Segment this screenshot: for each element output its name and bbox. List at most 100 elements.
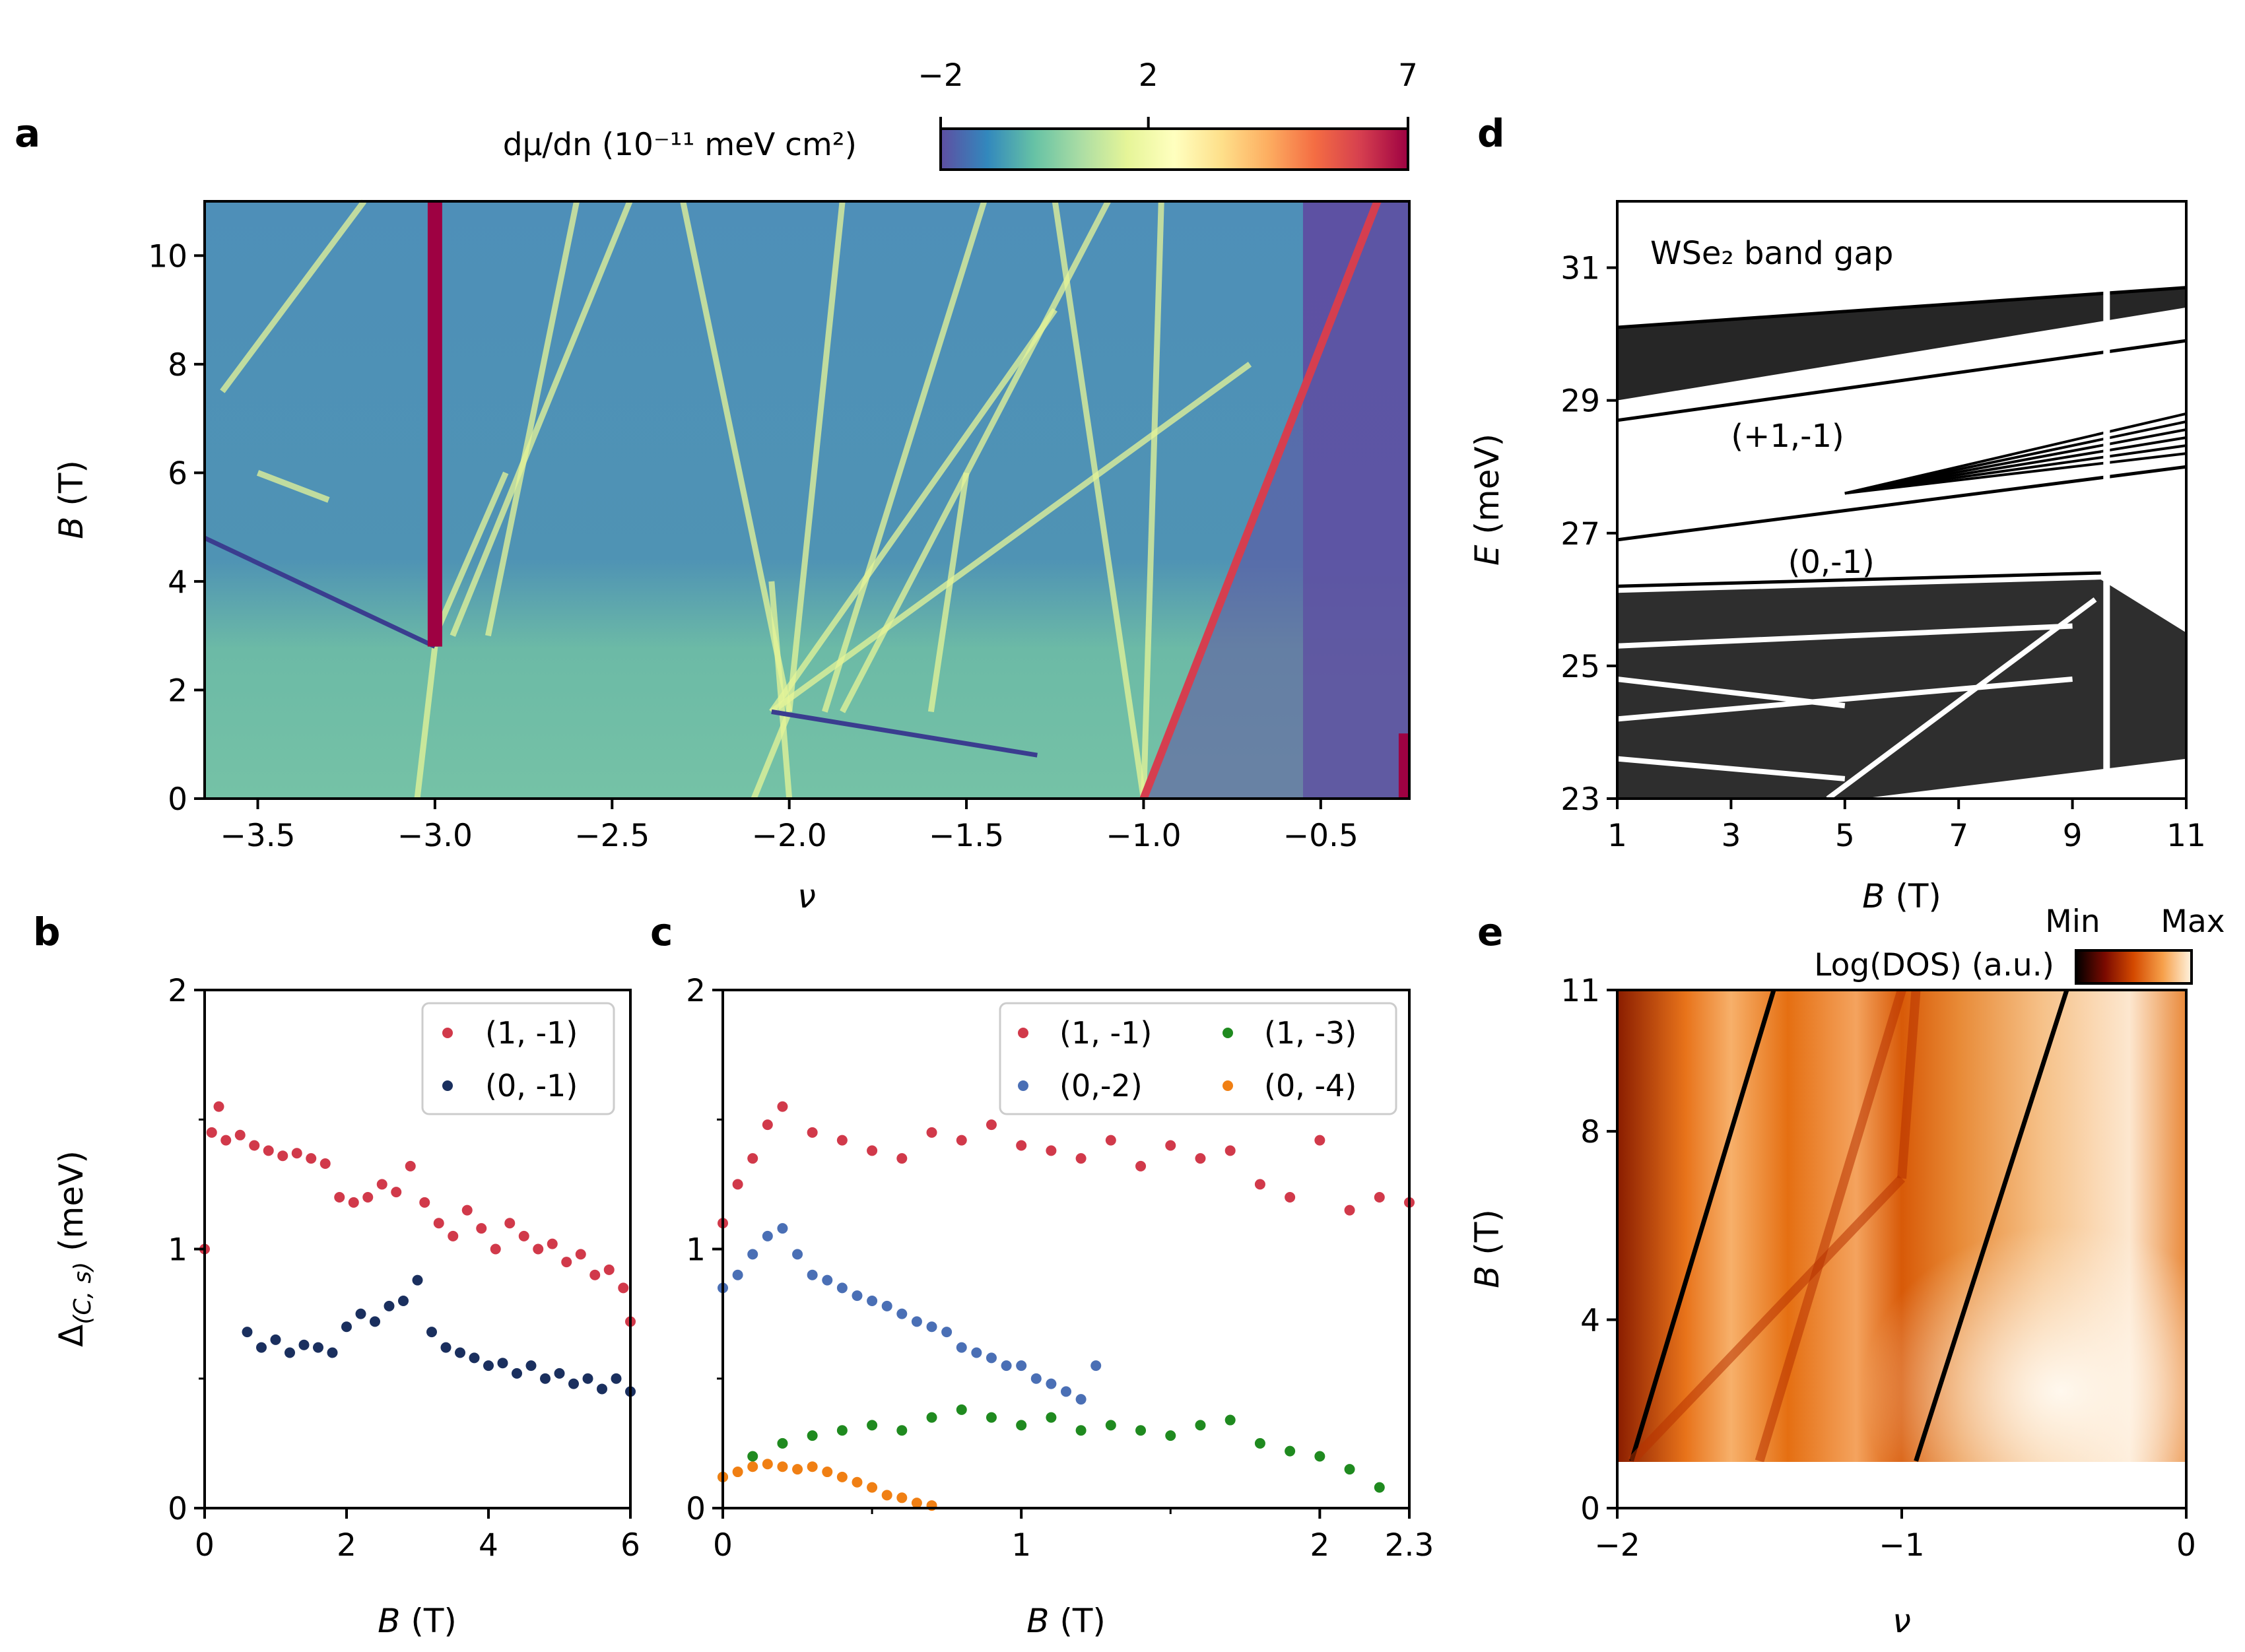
colorbar-a-ticks: −2 2 7 — [918, 57, 1418, 129]
scatter-c-series-0-point-12 — [1016, 1140, 1027, 1151]
axis-d-ytick-label-0: 23 — [1560, 781, 1600, 818]
scatter-c-series-2-point-1 — [747, 1451, 758, 1462]
colorbar-a-tick-label-2: 7 — [1398, 57, 1418, 94]
axis-c-xtick-label-1: 1 — [1011, 1527, 1031, 1564]
scatter-c-series-1-point-18 — [986, 1352, 997, 1364]
scatter-c-series-3-point-5 — [792, 1464, 803, 1475]
colorbar-e-label: Log(DOS) (a.u.) — [1814, 947, 2054, 983]
scatter-c-series-2-point-7 — [926, 1412, 937, 1423]
scatter-b-series-1-point-21 — [540, 1373, 551, 1384]
scatter-c-series-0-point-15 — [1105, 1135, 1116, 1146]
scatter-c-series-0-point-18 — [1195, 1153, 1206, 1164]
scatter-b-series-1-point-15 — [455, 1347, 465, 1358]
scatter-c-series-1-point-19 — [1001, 1360, 1012, 1371]
legend-c-label-1: (0,-2) — [1059, 1068, 1143, 1104]
panel-label-c: c — [650, 909, 673, 954]
scatter-b-series-1-point-26 — [611, 1373, 622, 1384]
scatter-c-series-0-point-1 — [732, 1179, 743, 1190]
axis-b-xlabel-unit: (T) — [411, 1602, 457, 1640]
heatmap-a-dark-line-1 — [771, 709, 1038, 758]
band-d-line-1 — [1617, 286, 2187, 329]
scatter-c-series-0-point-14 — [1075, 1153, 1087, 1164]
axis-b-ytick-label-0: 0 — [168, 1491, 187, 1527]
axis-b-xlabel: B (T) — [378, 1602, 457, 1640]
panel-label-b: b — [33, 909, 61, 954]
scatter-b-series-1-point-13 — [426, 1327, 437, 1338]
axis-e-xtick-label-0: −2 — [1594, 1527, 1640, 1564]
scatter-c-series-0-point-3 — [762, 1119, 773, 1131]
axis-a-xtick-label-5: −1.0 — [1106, 818, 1181, 854]
axis-e-ytick-label-0: 0 — [1580, 1491, 1600, 1527]
scatter-b-series-0-point-2 — [213, 1101, 224, 1112]
scatter-c-series-1-point-17 — [971, 1347, 982, 1358]
legend-c: (1, -1) (0,-2) (1, -3) (0, -4) — [999, 1002, 1397, 1115]
panel-d-annotations: (+1,-1) (0,-1) — [1731, 418, 1874, 581]
axis-d-xtick-label-5: 11 — [2166, 818, 2206, 854]
axis-d-xlabel-unit: (T) — [1895, 877, 1941, 915]
legend-c-label-3: (0, -4) — [1264, 1068, 1357, 1104]
scatter-c-series-0-point-19 — [1224, 1145, 1236, 1156]
axis-d-xlabel-var: B — [1862, 877, 1885, 915]
scatter-c-series-0-point-4 — [777, 1101, 788, 1112]
scatter-b-series-1-point-10 — [384, 1300, 395, 1311]
scatter-c-series-3-point-6 — [807, 1461, 818, 1472]
axes-c-ticks: 0 1 2 2.3 0 1 2 — [686, 973, 1434, 1564]
axis-c-xlabel-unit: (T) — [1059, 1602, 1106, 1640]
scatter-c-series-0-point-8 — [896, 1153, 908, 1164]
legend-b-label-1: (0, -1) — [485, 1068, 578, 1104]
axis-a-ylabel-var: B — [52, 517, 90, 539]
legend-b-marker-0 — [442, 1028, 453, 1038]
colorbar-a-label: dμ/dn (10⁻¹¹ meV cm²) — [503, 127, 857, 163]
scatter-c-series-0-point-24 — [1374, 1192, 1385, 1203]
scatter-c-series-2-point-8 — [956, 1404, 967, 1415]
axes-e-ticks: −2 −1 0 0 4 8 11 — [1560, 973, 2196, 1564]
axis-d-ylabel-unit: (meV) — [1468, 434, 1506, 535]
panel-d-annotation-0: (+1,-1) — [1731, 418, 1844, 455]
colorbar-a — [939, 127, 1409, 171]
scatter-b-series-0-point-4 — [234, 1129, 246, 1140]
scatter-c-series-0-point-21 — [1285, 1192, 1296, 1203]
legend-b: (1, -1) (0, -1) — [421, 1002, 615, 1115]
legend-c-box — [999, 1002, 1397, 1115]
scatter-c-series-1-point-2 — [747, 1249, 758, 1260]
axis-d-ytick-label-3: 29 — [1560, 383, 1600, 420]
heatmap-a-fan-line-6 — [786, 201, 846, 712]
scatter-b-series-0-point-29 — [589, 1269, 601, 1280]
heatmap-a-red-corner — [1398, 733, 1409, 799]
scatter-c-series-0-point-6 — [836, 1135, 848, 1146]
scatter-c-series-1-point-14 — [926, 1321, 937, 1333]
heatmap-a-fan-line-15 — [770, 362, 1252, 715]
legend-c-marker-1 — [1018, 1080, 1028, 1091]
legend-c-label-2: (1, -3) — [1264, 1015, 1357, 1051]
scatter-c-series-0-point-20 — [1254, 1179, 1265, 1190]
scatter-c-series-1-point-13 — [911, 1316, 922, 1327]
scatter-b-series-1-point-19 — [512, 1368, 522, 1379]
scatter-c-series-1-point-21 — [1030, 1373, 1042, 1384]
scatter-b-series-0-point-18 — [433, 1218, 444, 1229]
scatter-c-series-3-point-11 — [881, 1490, 892, 1501]
heatmap-e-empty-region — [1617, 1462, 2186, 1508]
band-d-mid-fan-5 — [1844, 412, 2187, 495]
axis-b-xtick-label-0: 0 — [195, 1527, 215, 1564]
scatter-b-series-0-point-26 — [547, 1238, 558, 1249]
axis-a-xtick-label-6: −0.5 — [1283, 818, 1358, 854]
axis-a-ytick-label-5: 10 — [148, 238, 187, 275]
scatter-c-series-2-point-13 — [1105, 1420, 1116, 1431]
axis-d-xtick-label-0: 1 — [1607, 818, 1627, 854]
axis-e-ylabel-var: B — [1468, 1266, 1506, 1288]
axis-e-ytick-label-1: 4 — [1580, 1303, 1600, 1339]
scatter-c-series-2-point-17 — [1224, 1414, 1236, 1426]
axes-d-frame — [1616, 200, 2188, 800]
scatter-c-series-1-point-24 — [1075, 1394, 1087, 1405]
heatmap-a-fan-line-1 — [256, 470, 330, 503]
axis-c-xlabel-var: B — [1026, 1602, 1049, 1640]
scatter-b-series-0-point-5 — [249, 1140, 260, 1151]
scatter-c-series-1-point-7 — [822, 1274, 833, 1286]
band-d-line-2 — [1617, 465, 2187, 542]
scatter-b-series-0-point-17 — [419, 1197, 430, 1208]
scatter-c-series-1-point-15 — [941, 1327, 953, 1338]
legend-b-box — [421, 1002, 615, 1115]
scatter-c-series-2-point-19 — [1285, 1445, 1296, 1457]
axis-b-ytick-label-1: 1 — [168, 1232, 187, 1269]
